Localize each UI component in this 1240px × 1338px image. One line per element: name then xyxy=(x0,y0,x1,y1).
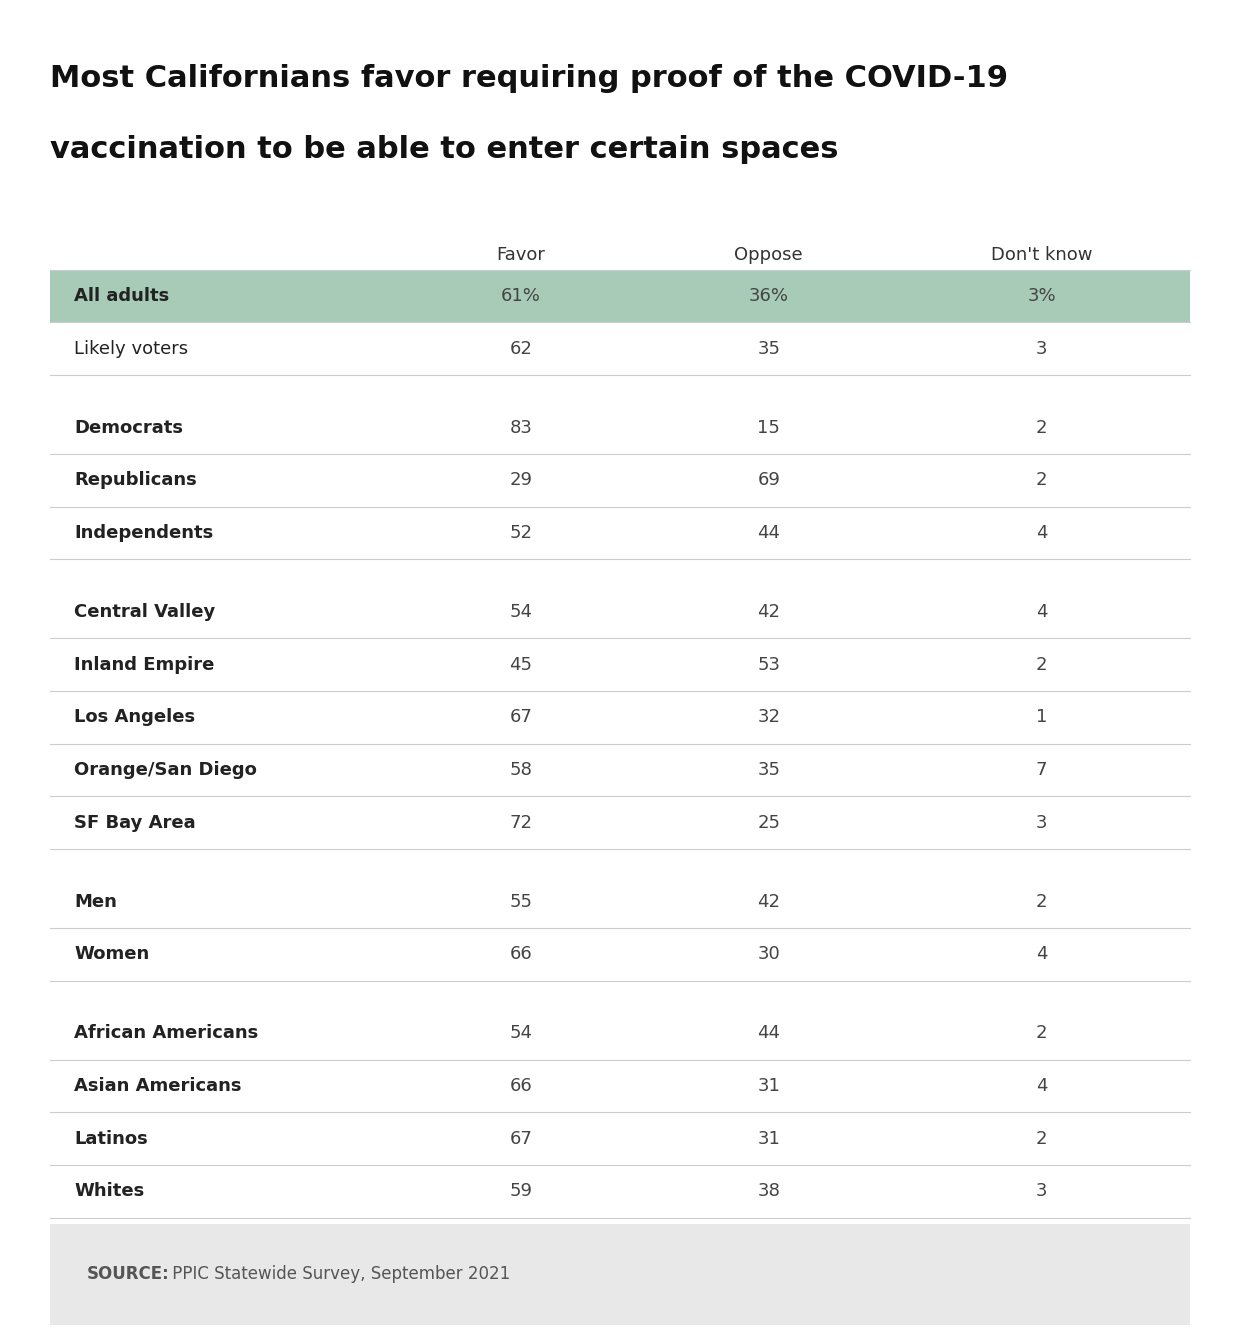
Text: 4: 4 xyxy=(1035,603,1048,621)
Text: Orange/San Diego: Orange/San Diego xyxy=(74,761,257,779)
Text: 67: 67 xyxy=(510,708,532,727)
Text: Favor: Favor xyxy=(496,246,546,265)
Text: All adults: All adults xyxy=(74,288,170,305)
Text: 42: 42 xyxy=(758,603,780,621)
Text: Don't know: Don't know xyxy=(991,246,1092,265)
Text: 62: 62 xyxy=(510,340,532,357)
Text: Asian Americans: Asian Americans xyxy=(74,1077,242,1094)
Text: Women: Women xyxy=(74,946,150,963)
Text: Inland Empire: Inland Empire xyxy=(74,656,215,674)
Text: 3: 3 xyxy=(1035,814,1048,832)
Text: 4: 4 xyxy=(1035,946,1048,963)
Text: Los Angeles: Los Angeles xyxy=(74,708,196,727)
Text: 3%: 3% xyxy=(1027,288,1056,305)
Text: 3: 3 xyxy=(1035,1183,1048,1200)
Text: 35: 35 xyxy=(758,340,780,357)
Text: 45: 45 xyxy=(510,656,532,674)
Text: SOURCE:: SOURCE: xyxy=(87,1266,170,1283)
Text: 69: 69 xyxy=(758,471,780,490)
Text: 32: 32 xyxy=(758,708,780,727)
Text: 1: 1 xyxy=(1035,708,1048,727)
Text: 3: 3 xyxy=(1035,340,1048,357)
Text: 61%: 61% xyxy=(501,288,541,305)
Text: 42: 42 xyxy=(758,892,780,911)
Text: 2: 2 xyxy=(1035,1129,1048,1148)
Text: Latinos: Latinos xyxy=(74,1129,148,1148)
Text: 67: 67 xyxy=(510,1129,532,1148)
Text: 2: 2 xyxy=(1035,656,1048,674)
Bar xyxy=(50,270,1190,322)
Text: 15: 15 xyxy=(758,419,780,436)
Text: Democrats: Democrats xyxy=(74,419,184,436)
Text: 38: 38 xyxy=(758,1183,780,1200)
Text: 31: 31 xyxy=(758,1129,780,1148)
Text: 72: 72 xyxy=(510,814,532,832)
Text: 58: 58 xyxy=(510,761,532,779)
Text: African Americans: African Americans xyxy=(74,1025,259,1042)
Text: 7: 7 xyxy=(1035,761,1048,779)
Text: 83: 83 xyxy=(510,419,532,436)
Text: 2: 2 xyxy=(1035,419,1048,436)
Text: Likely voters: Likely voters xyxy=(74,340,188,357)
Text: 31: 31 xyxy=(758,1077,780,1094)
Bar xyxy=(50,1224,1190,1325)
Text: 44: 44 xyxy=(758,1025,780,1042)
Text: 35: 35 xyxy=(758,761,780,779)
Text: 36%: 36% xyxy=(749,288,789,305)
Text: 53: 53 xyxy=(758,656,780,674)
Text: Most Californians favor requiring proof of the COVID-19: Most Californians favor requiring proof … xyxy=(50,64,1008,94)
Text: 2: 2 xyxy=(1035,471,1048,490)
Text: Men: Men xyxy=(74,892,118,911)
Text: vaccination to be able to enter certain spaces: vaccination to be able to enter certain … xyxy=(50,135,838,165)
Text: 55: 55 xyxy=(510,892,532,911)
Text: 54: 54 xyxy=(510,603,532,621)
Text: 52: 52 xyxy=(510,524,532,542)
Text: Whites: Whites xyxy=(74,1183,145,1200)
Text: 4: 4 xyxy=(1035,524,1048,542)
Text: 29: 29 xyxy=(510,471,532,490)
Text: Independents: Independents xyxy=(74,524,213,542)
Text: 66: 66 xyxy=(510,946,532,963)
Text: 54: 54 xyxy=(510,1025,532,1042)
Text: 59: 59 xyxy=(510,1183,532,1200)
Text: 66: 66 xyxy=(510,1077,532,1094)
Text: Republicans: Republicans xyxy=(74,471,197,490)
Text: 25: 25 xyxy=(758,814,780,832)
Text: 44: 44 xyxy=(758,524,780,542)
Text: SF Bay Area: SF Bay Area xyxy=(74,814,196,832)
Text: 30: 30 xyxy=(758,946,780,963)
Text: PPIC Statewide Survey, September 2021: PPIC Statewide Survey, September 2021 xyxy=(167,1266,511,1283)
Text: 4: 4 xyxy=(1035,1077,1048,1094)
Text: Central Valley: Central Valley xyxy=(74,603,216,621)
Text: Oppose: Oppose xyxy=(734,246,804,265)
Text: 2: 2 xyxy=(1035,892,1048,911)
Text: 2: 2 xyxy=(1035,1025,1048,1042)
